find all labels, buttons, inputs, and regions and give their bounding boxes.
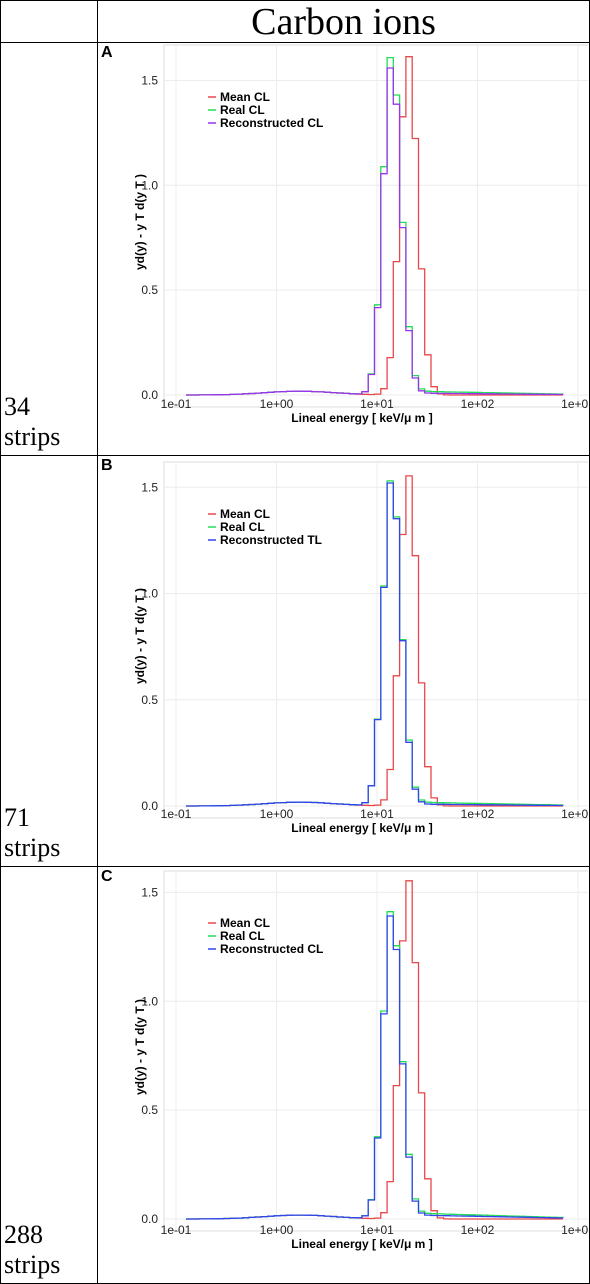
series-line-reconstructed-cl <box>186 915 564 1220</box>
x-axis-title: Lineal energy [ keV/μ m ] <box>291 821 432 835</box>
legend-label: Real CL <box>220 929 265 943</box>
chart-panel-a: 0.0 0.5 1.0 1.5 1e-01 1e+00 1e+01 1e+02 1e+03 Mea… <box>133 44 588 425</box>
plot-area <box>163 870 588 1232</box>
x-axis-title: Lineal energy [ keV/μ m ] <box>291 411 432 425</box>
row-label-2: 71 strips <box>4 803 96 863</box>
table-header-title: Carbon ions <box>251 1 436 43</box>
x-tick-label: 1e+01 <box>360 1223 394 1237</box>
row-label-unit: strips <box>4 422 61 451</box>
x-tick-label: 1e+02 <box>461 397 495 411</box>
panel-letter-a: A <box>101 44 113 61</box>
x-tick-label: 1e-01 <box>161 1223 192 1237</box>
row-label-unit: strips <box>4 833 61 862</box>
y-tick-label: 0.0 <box>141 388 158 402</box>
y-tick-label: 1.5 <box>141 73 158 87</box>
panel-letter-c: C <box>101 868 113 885</box>
y-tick-label: 1.0 <box>141 178 158 192</box>
table-border-row1 <box>0 455 590 456</box>
row-label-number: 288 <box>4 1220 43 1249</box>
chart-panel-b: 0.0 0.5 1.0 1.5 1e-01 1e+00 1e+01 1e+02 1e+03 Mea… <box>133 461 588 835</box>
legend-label: Mean CL <box>220 916 270 930</box>
y-tick-label: 0.5 <box>141 693 158 707</box>
chart-panel-c: 0.0 0.5 1.0 1.5 1e-01 1e+00 1e+01 1e+02 1e+03 Mea… <box>133 870 588 1251</box>
x-tick-label: 1e+02 <box>461 807 495 821</box>
row-label-3: 288 strips <box>4 1220 96 1280</box>
x-axis-title: Lineal energy [ keV/μ m ] <box>291 1237 432 1251</box>
x-tick-label: 1e+00 <box>260 1223 294 1237</box>
x-tick-label: 1e+02 <box>461 1223 495 1237</box>
y-tick-label: 1.0 <box>141 994 158 1008</box>
x-tick-label: 1e-01 <box>161 397 192 411</box>
y-axis-title: yd(y) - y T d(y T ) <box>133 999 147 1095</box>
x-tick-label: 1e-01 <box>161 807 192 821</box>
legend-label: Reconstructed TL <box>220 533 322 547</box>
y-tick-label: 1.5 <box>141 480 158 494</box>
table-border-top <box>0 0 590 1</box>
series-line-reconstructed-cl <box>186 67 564 396</box>
x-tick-label: 1e+03 <box>561 397 588 411</box>
plot-area <box>163 44 588 408</box>
series-line-reconstructed-tl <box>186 482 564 807</box>
x-tick-label: 1e+01 <box>360 807 394 821</box>
x-tick-label: 1e+03 <box>561 807 588 821</box>
legend-label: Mean CL <box>220 90 270 104</box>
legend-label: Real CL <box>220 520 265 534</box>
panel-letter-b: B <box>101 457 113 474</box>
y-tick-label: 0.0 <box>141 799 158 813</box>
table-border-header <box>0 42 590 43</box>
x-tick-label: 1e+00 <box>260 807 294 821</box>
x-tick-label: 1e+03 <box>561 1223 588 1237</box>
table-border-left <box>0 0 1 1284</box>
row-label-unit: strips <box>4 1250 61 1279</box>
y-axis-title: yd(y) - y T d(y T ) <box>133 174 147 270</box>
table-border-row2 <box>0 866 590 867</box>
y-axis-title: yd(y) - y T d(y T ) <box>133 588 147 684</box>
y-tick-label: 0.5 <box>141 1103 158 1117</box>
plot-area <box>163 461 588 819</box>
y-tick-label: 1.5 <box>141 885 158 899</box>
y-tick-label: 0.0 <box>141 1212 158 1226</box>
x-tick-label: 1e+00 <box>260 397 294 411</box>
table-border-mid <box>97 0 98 1284</box>
legend-label: Real CL <box>220 103 265 117</box>
row-label-1: 34 strips <box>4 392 96 452</box>
x-tick-label: 1e+01 <box>360 397 394 411</box>
row-label-number: 71 <box>4 803 30 832</box>
y-tick-label: 0.5 <box>141 283 158 297</box>
legend-label: Reconstructed CL <box>220 942 323 956</box>
legend-label: Reconstructed CL <box>220 116 323 130</box>
y-tick-label: 1.0 <box>141 587 158 601</box>
legend-label: Mean CL <box>220 507 270 521</box>
row-label-number: 34 <box>4 392 30 421</box>
